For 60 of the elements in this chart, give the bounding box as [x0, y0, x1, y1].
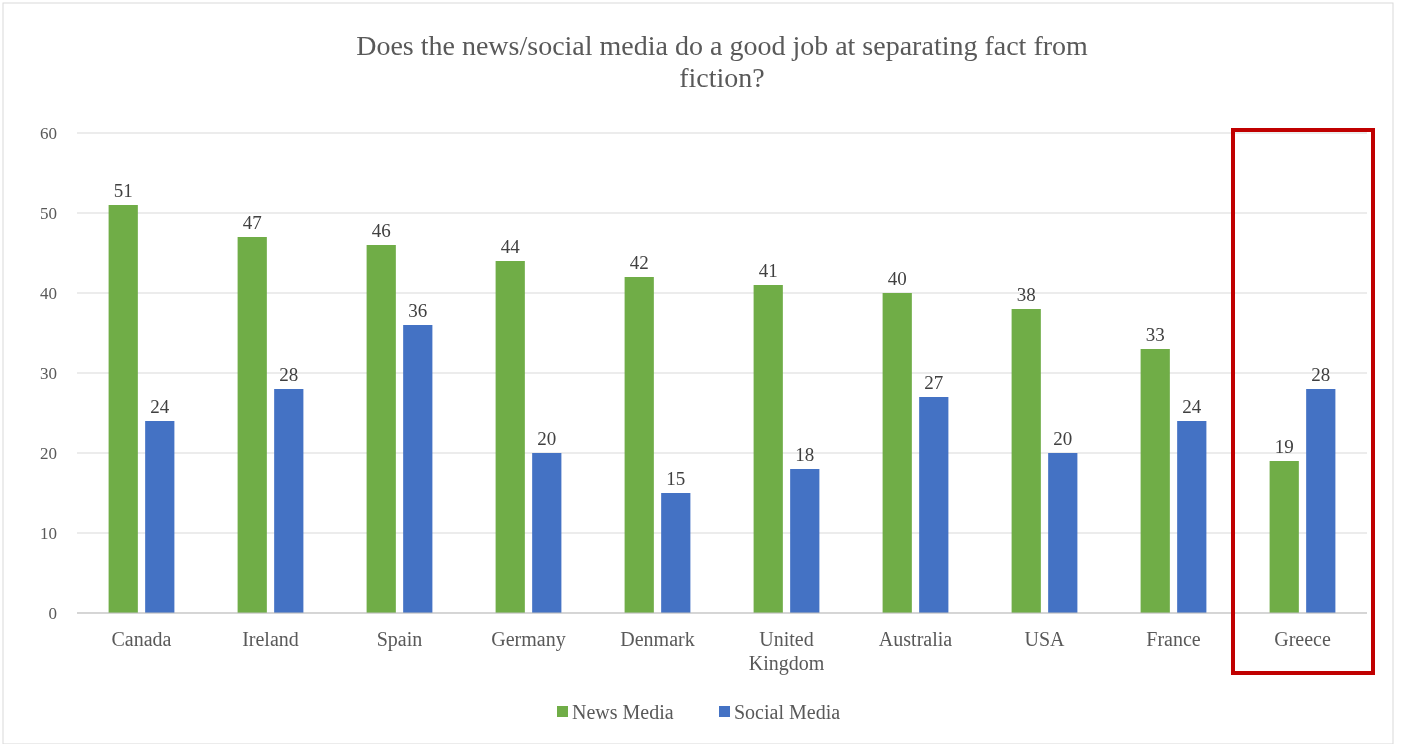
- data-label: 46: [371, 220, 391, 241]
- x-tick-label: Spain: [376, 628, 423, 651]
- data-label: 20: [1053, 428, 1073, 449]
- x-tick-label: United Kingdom: [748, 628, 825, 675]
- bar: [790, 469, 820, 613]
- x-tick-label: Ireland: [242, 628, 299, 650]
- bar: [1269, 461, 1299, 613]
- bar: [661, 493, 691, 613]
- data-label: 28: [279, 364, 299, 385]
- x-tick-label: Germany: [491, 628, 566, 651]
- bar: [274, 389, 304, 613]
- bar: [145, 421, 175, 613]
- data-label: 40: [887, 268, 907, 289]
- x-tick-label: USA: [1024, 628, 1066, 650]
- y-tick-label: 10: [40, 523, 57, 543]
- bar: [403, 325, 433, 613]
- bar: [1048, 453, 1078, 613]
- x-tick-label: Denmark: [620, 628, 695, 650]
- data-label: 42: [629, 252, 649, 273]
- data-label: 33: [1145, 324, 1165, 345]
- bar: [1140, 349, 1170, 613]
- bar: [495, 261, 525, 613]
- data-label: 44: [500, 236, 521, 257]
- data-label: 28: [1311, 364, 1331, 385]
- x-tick-label: Canada: [111, 628, 172, 650]
- data-label: 19: [1274, 436, 1294, 457]
- bar: [237, 237, 267, 613]
- y-tick-label: 20: [40, 443, 57, 463]
- bar: [366, 245, 396, 613]
- bar: [882, 293, 912, 613]
- y-tick-label: 30: [40, 363, 57, 383]
- data-label: 24: [1182, 396, 1202, 417]
- data-label: 24: [150, 396, 170, 417]
- y-tick-label: 50: [40, 203, 57, 223]
- bar: [532, 453, 562, 613]
- data-label: 18: [795, 444, 815, 465]
- data-label: 36: [408, 300, 428, 321]
- data-label: 38: [1016, 284, 1036, 305]
- y-tick-label: 0: [48, 603, 57, 623]
- bar: [919, 397, 949, 613]
- x-tick-label: France: [1146, 628, 1201, 650]
- legend-label: News Media: [572, 701, 674, 723]
- y-tick-label: 60: [40, 123, 57, 143]
- x-tick-label: Australia: [878, 628, 953, 650]
- bar: [108, 205, 138, 613]
- chart-title: Does the news/social media do a good job at separating fact from fiction?: [356, 30, 1089, 93]
- data-label: 15: [666, 468, 686, 489]
- y-tick-label: 40: [40, 283, 57, 303]
- data-label: 47: [242, 212, 262, 233]
- data-label: 41: [758, 260, 778, 281]
- bar: [624, 277, 654, 613]
- data-label: 20: [537, 428, 557, 449]
- data-label: 51: [113, 180, 133, 201]
- legend-label: Social Media: [734, 701, 841, 723]
- data-label: 27: [924, 372, 944, 393]
- x-tick-label: Greece: [1274, 628, 1331, 650]
- bar: [1306, 389, 1336, 613]
- bar: [753, 285, 783, 613]
- bar: [1011, 309, 1041, 613]
- bar: [1177, 421, 1207, 613]
